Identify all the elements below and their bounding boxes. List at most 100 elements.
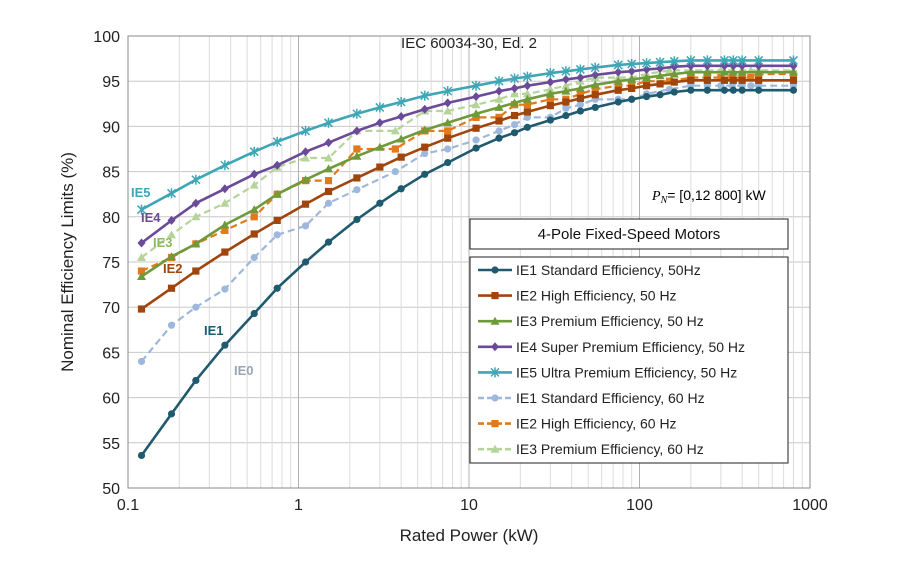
data-point — [137, 357, 146, 366]
data-point — [353, 215, 361, 224]
data-point — [273, 284, 281, 292]
data-point — [353, 145, 361, 153]
data-point — [523, 108, 531, 116]
data-point — [729, 76, 737, 84]
data-point — [510, 111, 519, 120]
data-point — [352, 108, 362, 119]
legend-label: IE3 Premium Efficiency, 60 Hz — [516, 441, 704, 457]
data-point — [575, 83, 585, 92]
data-point — [324, 138, 333, 148]
data-point — [687, 76, 695, 84]
data-point — [324, 238, 333, 246]
data-point — [250, 169, 259, 179]
data-point — [250, 253, 258, 262]
data-point — [747, 73, 755, 82]
data-point — [353, 186, 361, 194]
tick-labels: 50 55 60 65 70 75 80 85 90 95 100 0.1 1 10 100 1000 — [93, 29, 828, 514]
legend-entry: IE2 High Efficiency, 50 Hz — [478, 288, 677, 304]
data-point — [495, 113, 503, 121]
data-point — [192, 267, 200, 275]
data-point — [167, 410, 176, 418]
data-point — [546, 77, 555, 87]
data-point — [627, 66, 636, 76]
data-point — [738, 61, 747, 71]
data-point — [167, 215, 176, 225]
data-point — [444, 145, 452, 153]
data-point — [545, 84, 555, 93]
data-point — [137, 267, 146, 275]
data-point — [670, 88, 678, 96]
data-point — [249, 146, 259, 157]
data-point — [353, 174, 361, 182]
data-point — [670, 78, 678, 86]
data-point — [576, 73, 585, 83]
data-point — [192, 376, 200, 385]
data-point — [273, 231, 281, 239]
data-point — [396, 96, 406, 107]
legend-swatch-marker — [491, 292, 499, 300]
legend-label: IE1 Standard Efficiency, 60 Hz — [516, 390, 705, 406]
data-point — [220, 160, 230, 171]
data-point — [755, 86, 763, 94]
data-point — [720, 76, 729, 84]
x-tick-label: 10 — [460, 497, 478, 514]
data-point — [591, 103, 599, 112]
data-point — [546, 95, 554, 103]
data-point — [614, 67, 623, 77]
data-point — [788, 55, 799, 66]
data-point — [576, 90, 584, 98]
data-point — [754, 61, 763, 71]
data-point — [720, 61, 729, 71]
data-point — [221, 248, 229, 256]
legend-entry: IE3 Premium Efficiency, 60 Hz — [478, 441, 704, 457]
data-point — [137, 252, 147, 261]
data-point — [510, 129, 519, 137]
data-point — [301, 222, 310, 230]
data-point — [728, 67, 738, 76]
data-point — [720, 86, 729, 94]
data-point — [250, 213, 258, 221]
data-point — [472, 144, 480, 152]
data-point — [250, 230, 258, 238]
data-point — [642, 64, 651, 74]
data-point — [642, 82, 651, 90]
y-tick-label: 80 — [102, 210, 120, 227]
data-point — [669, 56, 679, 67]
y-tick-label: 75 — [102, 255, 120, 272]
curve-label-ie3: IE3 — [153, 235, 173, 250]
data-point — [702, 55, 712, 66]
data-point — [167, 321, 176, 329]
data-point — [250, 309, 258, 318]
data-point — [376, 163, 384, 171]
data-point — [670, 62, 679, 72]
data-point — [391, 168, 399, 176]
data-point — [220, 184, 229, 194]
data-point — [324, 153, 334, 162]
data-point — [443, 98, 452, 108]
rated-power-range-annotation: PN= [0,12 800] kW — [651, 187, 766, 206]
y-tick-label: 95 — [102, 74, 120, 91]
data-point — [642, 92, 651, 101]
data-point — [738, 76, 746, 84]
data-point — [703, 86, 711, 94]
data-point — [192, 303, 200, 311]
data-point — [522, 94, 532, 103]
data-point — [510, 98, 520, 107]
data-point — [642, 58, 652, 69]
data-point — [272, 136, 282, 147]
data-point — [656, 64, 665, 74]
data-point — [717, 73, 725, 82]
legend-swatch-marker — [491, 394, 499, 402]
data-point — [614, 86, 622, 94]
data-point — [628, 84, 636, 93]
data-point — [443, 106, 453, 115]
data-point — [788, 67, 798, 76]
y-tick-label: 100 — [93, 29, 120, 46]
data-point — [324, 177, 333, 185]
data-point — [562, 98, 570, 106]
data-point — [656, 91, 664, 99]
data-point — [737, 67, 747, 76]
data-point — [323, 117, 334, 128]
curve-label-ie0: IE0 — [234, 363, 254, 378]
data-point — [472, 136, 480, 144]
